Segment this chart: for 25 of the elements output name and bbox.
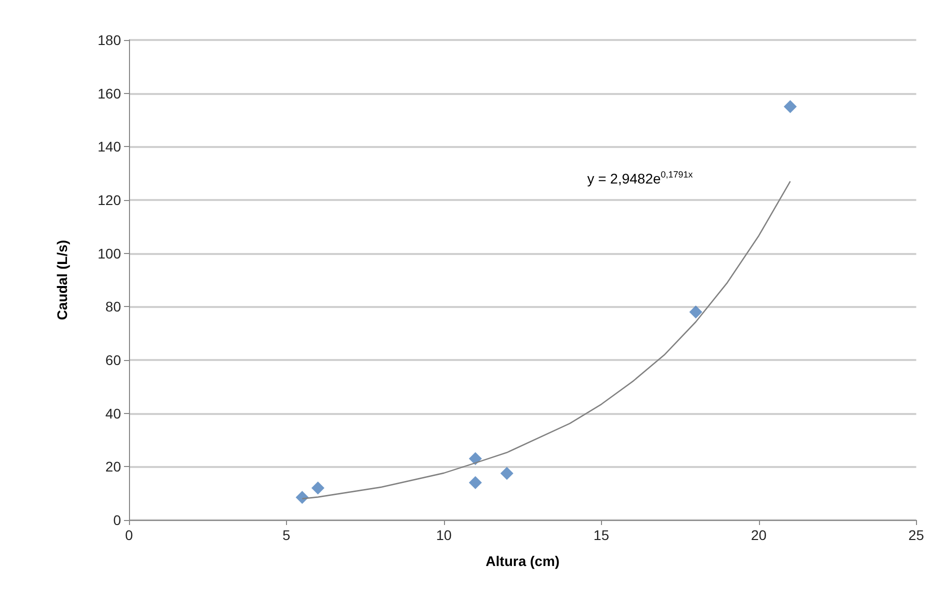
point <box>468 452 482 466</box>
y-tick-label: 140 <box>98 138 122 155</box>
x-tick-label: 5 <box>282 527 291 543</box>
x-tick-label: 20 <box>750 527 767 543</box>
x-axis-title: Altura (cm) <box>486 553 560 569</box>
y-tick-label: 20 <box>105 458 122 475</box>
point <box>296 490 309 504</box>
y-tick-label: 60 <box>105 352 122 368</box>
point <box>689 306 702 318</box>
point <box>784 100 797 114</box>
y-tick-label: 40 <box>105 405 122 422</box>
point <box>311 482 324 494</box>
y-tick-label: 180 <box>98 32 122 48</box>
x-tick-label: 25 <box>908 527 924 543</box>
x-tick-label: 15 <box>594 527 610 543</box>
y-tick-label: 0 <box>113 512 122 528</box>
x-tick-label: 10 <box>436 527 452 543</box>
y-tick-label: 120 <box>98 192 122 208</box>
point <box>500 466 514 480</box>
y-tick-label: 160 <box>98 85 122 102</box>
point <box>468 476 482 490</box>
y-axis-title: Caudal (L/s) <box>54 240 70 320</box>
x-tick-label: 0 <box>125 527 134 543</box>
y-tick-label: 80 <box>105 298 122 315</box>
y-tick-label: 100 <box>98 245 122 262</box>
